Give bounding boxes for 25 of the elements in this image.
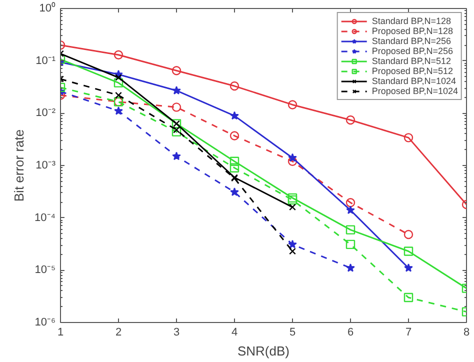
y-tick-label: 10⁻² (36, 107, 56, 120)
x-tick-label: 4 (231, 326, 238, 338)
legend-label: Standard BP,N=512 (372, 56, 451, 66)
legend-label: Proposed BP,N=256 (372, 46, 453, 56)
y-tick-label: 10⁻⁴ (34, 212, 56, 224)
x-tick-label: 1 (57, 326, 64, 338)
x-axis-title: SNR(dB) (237, 344, 290, 358)
legend-label: Proposed BP,N=512 (372, 66, 453, 76)
x-tick-label: 7 (405, 326, 412, 338)
y-tick-label: 10⁻⁵ (34, 264, 56, 276)
legend-label: Standard BP,N=128 (372, 16, 451, 26)
legend-label: Standard BP,N=256 (372, 36, 451, 46)
y-axis-title: Bit error rate (12, 129, 27, 202)
y-tick-label: 10⁻⁶ (34, 316, 56, 328)
x-tick-label: 2 (115, 326, 122, 338)
y-tick-label: 10⁰ (39, 2, 56, 14)
x-tick-label: 6 (347, 326, 354, 338)
x-tick-label: 8 (463, 326, 470, 338)
legend-label: Proposed BP,N=1024 (372, 86, 458, 96)
legend-label: Standard BP,N=1024 (372, 76, 456, 86)
y-tick-label: 10⁻³ (36, 160, 56, 172)
y-tick-label: 10⁻¹ (36, 54, 56, 67)
x-tick-label: 3 (173, 326, 180, 338)
x-tick-label: 5 (289, 326, 296, 338)
legend-label: Proposed BP,N=128 (372, 26, 453, 36)
